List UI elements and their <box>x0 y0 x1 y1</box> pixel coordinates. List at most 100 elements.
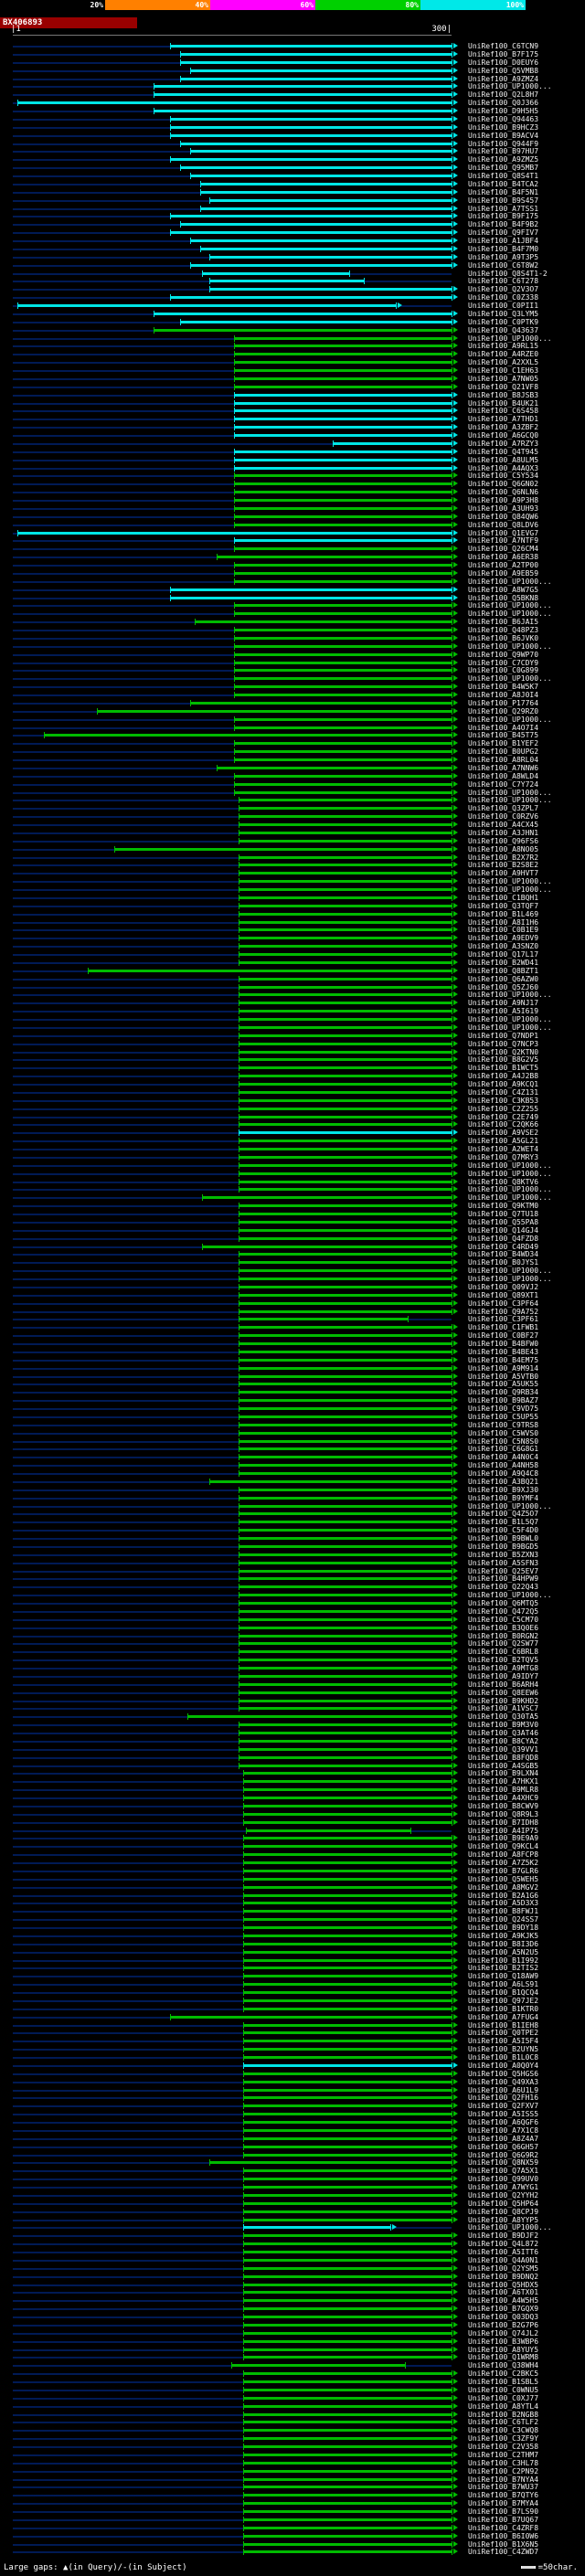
alignment-bar[interactable] <box>154 328 452 332</box>
alignment-bar[interactable] <box>239 1512 452 1516</box>
alignment-bar[interactable] <box>239 1561 452 1564</box>
alignment-bar[interactable] <box>243 2421 452 2424</box>
hit-label[interactable]: UniRef100_UP1000... <box>468 674 552 684</box>
hit-label[interactable]: UniRef100_Q944F9 <box>468 139 539 148</box>
alignment-bar[interactable] <box>243 2404 452 2408</box>
hit-label[interactable]: UniRef100_A2TP00 <box>468 561 539 569</box>
hit-label[interactable]: UniRef100_B4W5K7 <box>468 683 539 692</box>
alignment-bar[interactable] <box>243 2307 452 2311</box>
hit-label[interactable]: UniRef100_A8WLD4 <box>468 771 539 780</box>
alignment-bar[interactable] <box>243 1812 452 1816</box>
alignment-bar[interactable] <box>234 571 452 575</box>
alignment-bar[interactable] <box>234 523 452 526</box>
hit-label[interactable]: UniRef100_UP1000... <box>468 1023 552 1032</box>
hit-label[interactable]: UniRef100_Q3TQF7 <box>468 901 539 910</box>
alignment-bar[interactable] <box>243 1885 452 1889</box>
hit-label[interactable]: UniRef100_A3UH93 <box>468 504 539 513</box>
alignment-bar[interactable] <box>239 1301 452 1305</box>
hit-label[interactable]: UniRef100_Q30TA5 <box>468 1712 539 1722</box>
alignment-bar[interactable] <box>243 2023 452 2027</box>
alignment-bar[interactable] <box>239 1358 452 1362</box>
hit-label[interactable]: UniRef100_Q5WEH5 <box>468 1874 539 1883</box>
alignment-bar[interactable] <box>231 2364 405 2368</box>
alignment-bar[interactable] <box>243 1804 452 1807</box>
alignment-bar[interactable] <box>239 953 452 956</box>
hit-label[interactable]: UniRef100_A5D3X3 <box>468 1899 539 1908</box>
alignment-bar[interactable] <box>243 2437 452 2441</box>
alignment-bar[interactable] <box>239 1253 452 1256</box>
hit-label[interactable]: UniRef100_B0JYS1 <box>468 1258 539 1267</box>
alignment-bar[interactable] <box>239 977 452 981</box>
hit-label[interactable]: UniRef100_A3JHN1 <box>468 828 539 837</box>
hit-label[interactable]: UniRef100_B6ARH4 <box>468 1680 539 1689</box>
alignment-bar[interactable] <box>180 60 452 64</box>
hit-label[interactable]: UniRef100_Q5ZJ60 <box>468 982 539 991</box>
alignment-bar[interactable] <box>239 888 452 891</box>
hit-label[interactable]: UniRef100_B9LXN4 <box>468 1769 539 1778</box>
hit-label[interactable]: UniRef100_Q6GH57 <box>468 2142 539 2151</box>
hit-label[interactable]: UniRef100_B8I3D6 <box>468 1939 539 1948</box>
alignment-bar[interactable] <box>239 1659 452 1662</box>
alignment-bar[interactable] <box>243 1877 452 1881</box>
hit-label[interactable]: UniRef100_A9RL15 <box>468 342 539 351</box>
hit-label[interactable]: UniRef100_Q55PA8 <box>468 1217 539 1226</box>
hit-label[interactable]: UniRef100_A4O7I4 <box>468 723 539 732</box>
hit-label[interactable]: UniRef100_A5ISS5 <box>468 2110 539 2119</box>
alignment-bar[interactable] <box>190 263 452 267</box>
alignment-bar[interactable] <box>243 2153 452 2157</box>
hit-label[interactable]: UniRef100_B1KTR0 <box>468 2004 539 2013</box>
hit-label[interactable]: UniRef100_B4EM75 <box>468 1355 539 1364</box>
alignment-bar[interactable] <box>180 166 452 170</box>
alignment-bar[interactable] <box>239 1577 452 1581</box>
hit-label[interactable]: UniRef100_B1SBL5 <box>468 2378 539 2386</box>
hit-label[interactable]: UniRef100_UP1000... <box>468 877 552 886</box>
alignment-bar[interactable] <box>217 556 452 559</box>
alignment-bar[interactable] <box>239 1342 452 1345</box>
alignment-bar[interactable] <box>243 2040 452 2043</box>
hit-label[interactable]: UniRef100_Q9KTM0 <box>468 1202 539 1211</box>
hit-label[interactable]: UniRef100_UP1000... <box>468 788 552 797</box>
hit-label[interactable]: UniRef100_Q8EEW6 <box>468 1688 539 1697</box>
hit-label[interactable]: UniRef100_A2XXL5 <box>468 358 539 367</box>
alignment-bar[interactable] <box>234 579 452 583</box>
hit-label[interactable]: UniRef100_A8ULM5 <box>468 455 539 464</box>
hit-label[interactable]: UniRef100_A3ZBF2 <box>468 423 539 432</box>
hit-label[interactable]: UniRef100_B9S457 <box>468 196 539 205</box>
alignment-bar[interactable] <box>234 474 452 478</box>
hit-label[interactable]: UniRef100_B8JSB3 <box>468 390 539 399</box>
alignment-bar[interactable] <box>154 85 452 89</box>
hit-label[interactable]: UniRef100_Q9KCL4 <box>468 1842 539 1851</box>
alignment-bar[interactable] <box>209 255 452 259</box>
alignment-bar[interactable] <box>239 1204 452 1208</box>
hit-label[interactable]: UniRef100_A5UK55 <box>468 1380 539 1389</box>
alignment-bar[interactable] <box>239 937 452 940</box>
hit-label[interactable]: UniRef100_A9P3H8 <box>468 496 539 504</box>
alignment-bar[interactable] <box>239 1350 452 1353</box>
alignment-bar[interactable] <box>332 441 452 445</box>
alignment-bar[interactable] <box>234 409 452 413</box>
hit-label[interactable]: UniRef100_B7QTY6 <box>468 2491 539 2500</box>
hit-label[interactable]: UniRef100_B4BFW0 <box>468 1340 539 1348</box>
alignment-bar[interactable] <box>169 117 452 121</box>
hit-label[interactable]: UniRef100_Q96FS6 <box>468 836 539 845</box>
alignment-bar[interactable] <box>239 831 452 834</box>
hit-label[interactable]: UniRef100_B45T75 <box>468 731 539 740</box>
alignment-bar[interactable] <box>239 815 452 819</box>
alignment-bar[interactable] <box>202 1245 452 1248</box>
alignment-bar[interactable] <box>243 2234 452 2238</box>
hit-label[interactable]: UniRef100_A9KCQ1 <box>468 1080 539 1088</box>
alignment-bar[interactable] <box>239 1334 452 1338</box>
hit-label[interactable]: UniRef100_Q0TPE2 <box>468 2029 539 2038</box>
hit-label[interactable]: UniRef100_B9YMF4 <box>468 1493 539 1502</box>
alignment-bar[interactable] <box>243 2323 452 2327</box>
alignment-bar[interactable] <box>239 1171 452 1175</box>
alignment-bar[interactable] <box>200 247 452 250</box>
alignment-bar[interactable] <box>16 101 452 105</box>
alignment-bar[interactable] <box>243 1869 452 1872</box>
hit-label[interactable]: UniRef100_B9DJF2 <box>468 2231 539 2241</box>
alignment-bar[interactable] <box>239 1699 452 1702</box>
alignment-bar[interactable] <box>239 864 452 867</box>
alignment-bar[interactable] <box>239 1309 452 1313</box>
hit-label[interactable]: UniRef100_A9Q4C8 <box>468 1469 539 1478</box>
alignment-bar[interactable] <box>243 2461 452 2465</box>
